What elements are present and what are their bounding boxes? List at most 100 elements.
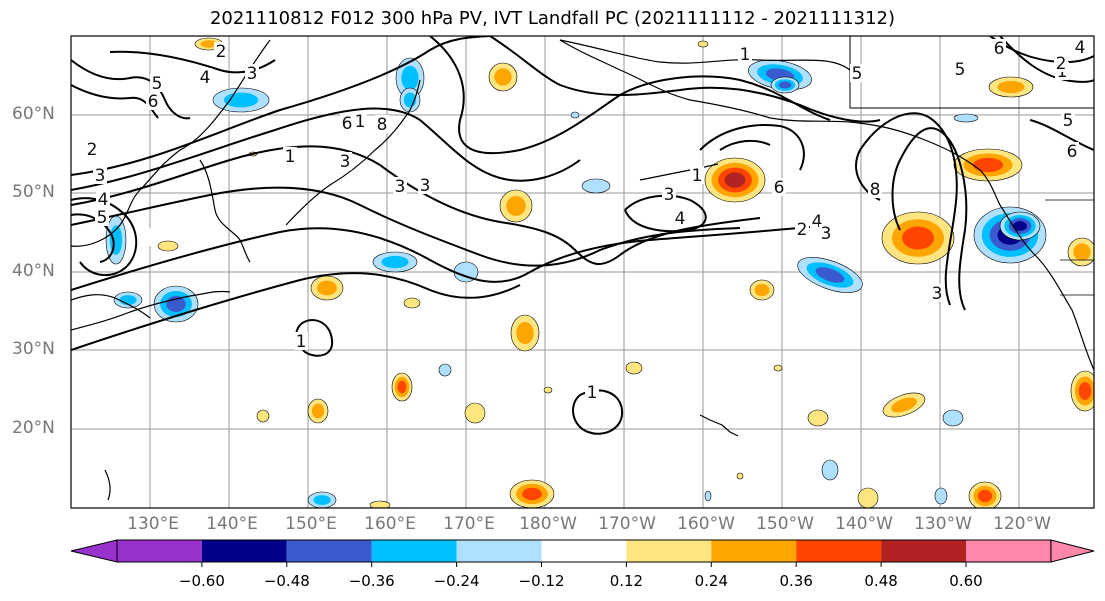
pv-contour-line <box>719 139 771 151</box>
lon-label: 170°E <box>443 514 495 534</box>
ivt-anomaly-blob <box>881 211 955 265</box>
contour-label: 1 <box>285 147 296 167</box>
contour-label-bg <box>738 45 752 63</box>
ivt-anomaly-blob <box>256 409 270 423</box>
ivt-anomaly-blob <box>704 157 766 203</box>
ivt-anomaly-blob <box>968 481 1002 508</box>
contour-label-bg <box>340 114 354 132</box>
lon-label: 150°E <box>285 514 337 534</box>
lon-label: 170°W <box>598 514 656 534</box>
pv-contour-line <box>71 107 581 191</box>
ivt-anomaly-blob <box>510 314 540 352</box>
contour-label-bg <box>150 74 164 92</box>
contour-label-bg <box>772 178 786 196</box>
contour-label-bg <box>146 92 160 110</box>
contour-label: 6 <box>994 39 1005 59</box>
colorbar-segment <box>966 540 1051 562</box>
contour-label: 5 <box>1063 111 1074 131</box>
contour-label: 3 <box>664 185 675 205</box>
ivt-anomaly-blob <box>464 402 486 424</box>
coastline <box>999 204 1094 371</box>
contour-label: 3 <box>420 176 431 196</box>
border-line <box>849 36 1094 109</box>
contour-label: 6 <box>774 178 785 198</box>
pv-contour-line <box>71 36 491 176</box>
ivt-anomaly-blob <box>581 178 611 194</box>
contour-label-bg <box>418 176 432 194</box>
contour-label: 4 <box>98 190 109 210</box>
contour-label: 2 <box>87 140 98 160</box>
lon-label: 120°W <box>993 514 1051 534</box>
lon-label: 160°E <box>364 514 416 534</box>
contour-label-bg <box>690 166 704 184</box>
pv-contour-line <box>855 112 958 306</box>
colorbar-segment <box>117 540 202 562</box>
contour-label: 4 <box>200 68 211 88</box>
coastline <box>639 163 719 181</box>
contour-label: 1 <box>740 45 751 65</box>
lon-label: 140°W <box>835 514 893 534</box>
ivt-anomaly-blob <box>403 297 421 309</box>
colorbar-max-arrow <box>1050 539 1095 563</box>
colorbar-segment <box>456 540 542 562</box>
contour-label: 3 <box>95 166 106 186</box>
contour-label: 5 <box>152 74 163 94</box>
pv-contour-line <box>71 272 521 351</box>
pv-contour-line <box>71 145 761 265</box>
coastline <box>559 39 851 71</box>
contour-label-bg <box>1065 142 1079 160</box>
colorbar-segment <box>201 540 287 562</box>
ivt-anomaly-blob <box>307 491 337 508</box>
ivt-anomaly-blob <box>953 148 1023 182</box>
contour-label: 4 <box>812 212 823 232</box>
colorbar-segment <box>286 540 372 562</box>
contour-label: 1 <box>355 112 366 132</box>
coastline <box>199 159 251 263</box>
ivt-anomaly-blob <box>395 57 425 99</box>
ivt-anomaly-blob <box>770 76 800 94</box>
colorbar-tick-label: −0.12 <box>518 572 565 590</box>
colorbar-frame <box>116 539 1052 563</box>
contour-label-bg <box>96 190 110 208</box>
colorbar-segment <box>881 540 966 562</box>
lon-label: 130°W <box>914 514 972 534</box>
contour-label-bg <box>198 68 212 86</box>
colorbar-tick-label: −0.36 <box>348 572 395 590</box>
ivt-anomaly-blob <box>807 409 829 427</box>
colorbar-segment <box>626 540 712 562</box>
contour-label-bg <box>673 209 687 227</box>
lon-label: 140°E <box>206 514 258 534</box>
colorbar-min-arrow <box>70 539 118 563</box>
contour-label-bg <box>868 180 882 198</box>
coastline <box>285 79 421 226</box>
pv-contour-line <box>71 213 115 263</box>
lat-label: 60°N <box>12 104 55 124</box>
contour-label-bg <box>930 284 944 302</box>
ivt-anomaly-blob <box>1070 370 1094 412</box>
contour-label-bg <box>338 152 352 170</box>
pv-contours <box>71 36 1094 435</box>
ivt-anomaly-blob <box>857 487 879 508</box>
pv-contour-line <box>699 124 805 171</box>
colorbar-segment <box>371 540 457 562</box>
ivt-anomaly-blob <box>157 240 179 252</box>
lon-label: 130°E <box>127 514 179 534</box>
contour-label: 2 <box>797 220 808 240</box>
contour-label: 1 <box>692 166 703 186</box>
colorbar-tick-label: 0.24 <box>694 572 728 590</box>
ivt-anomaly-blob <box>882 392 926 418</box>
contour-label-bg <box>95 208 109 226</box>
ivt-anomaly-blob <box>797 257 863 293</box>
lat-label: 40°N <box>12 261 55 281</box>
ivt-anomaly-blob <box>307 398 329 424</box>
contour-label: 6 <box>148 92 159 112</box>
lon-label: 180°W <box>519 514 577 534</box>
contour-label: 2 <box>216 42 227 62</box>
contour-label: 8 <box>870 180 881 200</box>
ivt-anomaly-blob <box>488 62 518 92</box>
colorbar-segment <box>796 540 882 562</box>
ivt-anomaly-blob <box>391 372 413 402</box>
contour-label: 2 <box>1056 54 1067 74</box>
colorbar-tick-label: 0.60 <box>949 572 983 590</box>
pv-contour-line <box>891 127 968 311</box>
